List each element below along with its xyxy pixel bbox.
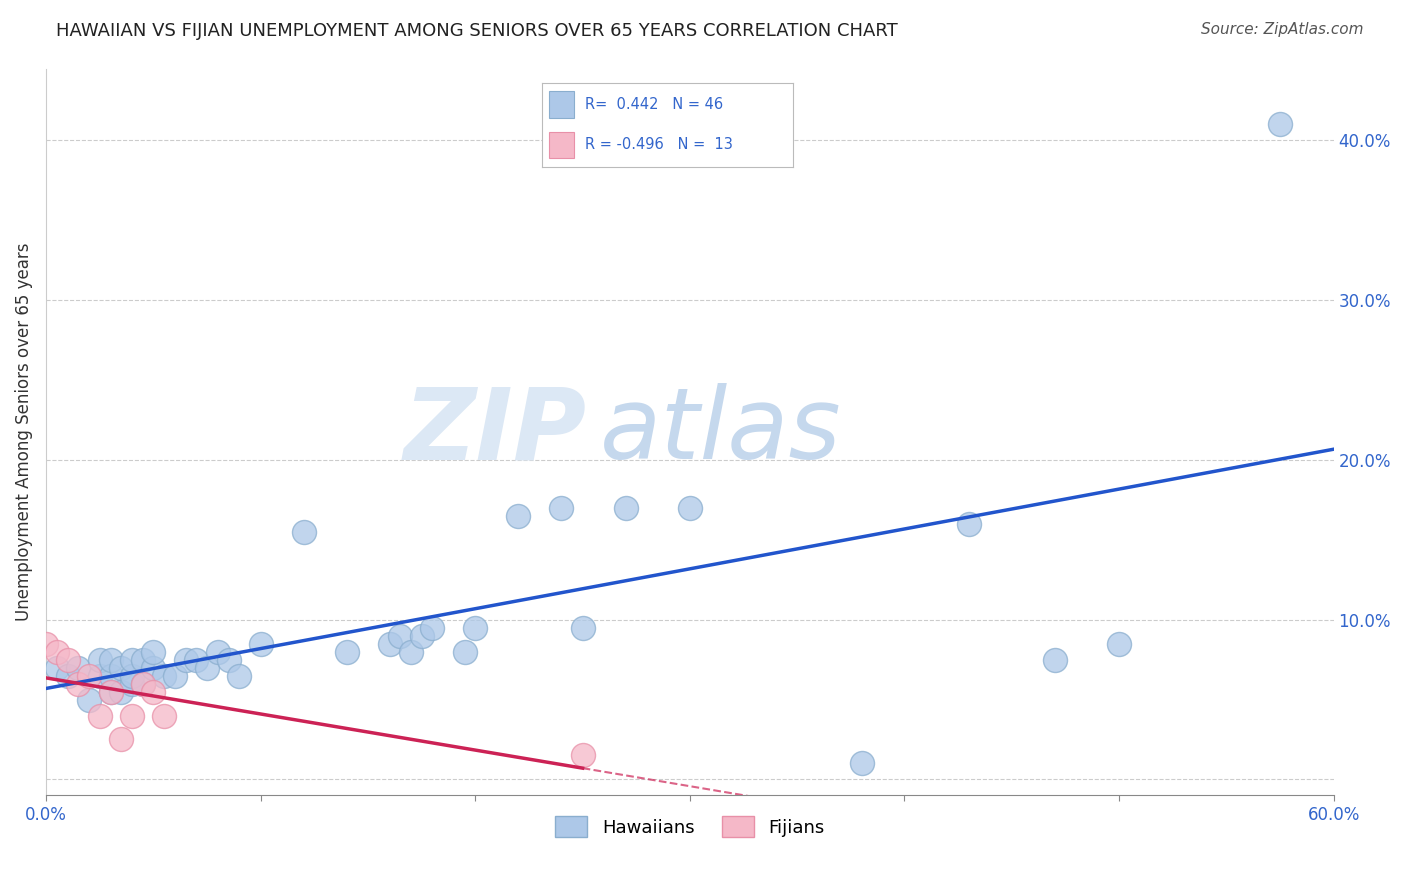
Point bbox=[100, 684, 122, 698]
Point bbox=[110, 732, 132, 747]
Point bbox=[378, 637, 401, 651]
Point bbox=[1108, 637, 1130, 651]
Point bbox=[77, 692, 100, 706]
Point bbox=[153, 668, 176, 682]
Point bbox=[110, 660, 132, 674]
Point bbox=[100, 652, 122, 666]
Point bbox=[142, 660, 165, 674]
Point bbox=[174, 652, 197, 666]
Point bbox=[411, 629, 433, 643]
Point bbox=[45, 645, 67, 659]
Point bbox=[550, 500, 572, 515]
Point bbox=[228, 668, 250, 682]
Point bbox=[89, 668, 111, 682]
Point bbox=[121, 708, 143, 723]
Text: ZIP: ZIP bbox=[404, 384, 586, 481]
Point bbox=[508, 508, 530, 523]
Point bbox=[851, 756, 873, 771]
Point bbox=[132, 676, 155, 690]
Point bbox=[142, 645, 165, 659]
Text: Source: ZipAtlas.com: Source: ZipAtlas.com bbox=[1201, 22, 1364, 37]
Point bbox=[121, 652, 143, 666]
Point bbox=[399, 645, 422, 659]
Point bbox=[614, 500, 637, 515]
Point bbox=[100, 668, 122, 682]
Point bbox=[121, 668, 143, 682]
Point bbox=[571, 748, 593, 763]
Point bbox=[132, 676, 155, 690]
Point bbox=[218, 652, 240, 666]
Point bbox=[77, 668, 100, 682]
Point bbox=[132, 652, 155, 666]
Point bbox=[89, 652, 111, 666]
Point bbox=[186, 652, 208, 666]
Point bbox=[389, 629, 412, 643]
Legend: Hawaiians, Fijians: Hawaiians, Fijians bbox=[548, 809, 832, 845]
Y-axis label: Unemployment Among Seniors over 65 years: Unemployment Among Seniors over 65 years bbox=[15, 243, 32, 621]
Point bbox=[142, 684, 165, 698]
Point bbox=[195, 660, 218, 674]
Point bbox=[45, 660, 67, 674]
Point bbox=[422, 621, 444, 635]
Text: atlas: atlas bbox=[600, 384, 841, 481]
Point bbox=[957, 516, 980, 531]
Point bbox=[1268, 117, 1291, 131]
Point bbox=[121, 676, 143, 690]
Point bbox=[679, 500, 702, 515]
Point bbox=[67, 660, 90, 674]
Text: HAWAIIAN VS FIJIAN UNEMPLOYMENT AMONG SENIORS OVER 65 YEARS CORRELATION CHART: HAWAIIAN VS FIJIAN UNEMPLOYMENT AMONG SE… bbox=[56, 22, 898, 40]
Point bbox=[56, 652, 79, 666]
Point bbox=[67, 676, 90, 690]
Point bbox=[453, 645, 475, 659]
Point bbox=[207, 645, 229, 659]
Point bbox=[1043, 652, 1066, 666]
Point bbox=[292, 524, 315, 539]
Point bbox=[100, 684, 122, 698]
Point bbox=[110, 684, 132, 698]
Point bbox=[249, 637, 271, 651]
Point bbox=[464, 621, 486, 635]
Point bbox=[571, 621, 593, 635]
Point bbox=[163, 668, 186, 682]
Point bbox=[35, 637, 58, 651]
Point bbox=[153, 708, 176, 723]
Point bbox=[56, 668, 79, 682]
Point bbox=[336, 645, 359, 659]
Point bbox=[89, 708, 111, 723]
